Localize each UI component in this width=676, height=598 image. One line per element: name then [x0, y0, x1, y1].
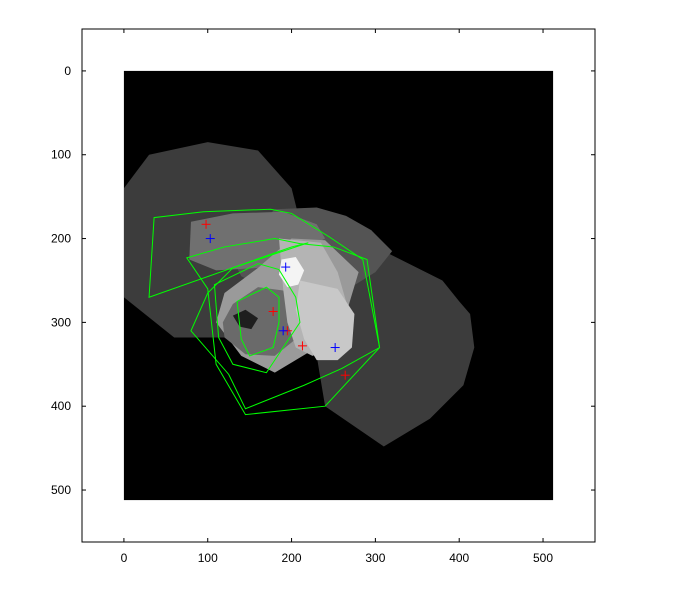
- x-tick-label: 500: [533, 551, 553, 565]
- red-marker: [297, 341, 307, 351]
- red-marker: [201, 219, 211, 229]
- polygon-layer: [148, 208, 381, 416]
- shape-group: [123, 142, 475, 447]
- image-layer: [123, 70, 554, 501]
- x-tick-label: 200: [282, 551, 302, 565]
- y-tick-label: 500: [51, 483, 71, 497]
- marker-layer: [201, 219, 350, 380]
- core-polygon: [236, 286, 280, 357]
- image-wedge-2: [316, 246, 475, 447]
- image-wedge-6: [222, 287, 300, 356]
- y-tick-label: 200: [51, 232, 71, 246]
- red-marker: [340, 370, 350, 380]
- blue-marker: [281, 262, 291, 272]
- x-tick-label: 400: [449, 551, 469, 565]
- axes: 0 100 200 300 400 500 0 100 200 300 400 500: [51, 28, 596, 565]
- y-tick-label: 400: [51, 399, 71, 413]
- red-marker: [268, 306, 278, 316]
- middle-polygon: [185, 238, 381, 416]
- blue-marker: [330, 343, 340, 353]
- y-tick-label: 300: [51, 315, 71, 329]
- x-tick-label: 0: [121, 551, 128, 565]
- outer-polygon: [148, 208, 381, 410]
- tick-layer: 0 100 200 300 400 500 0 100 200 300 400 500: [51, 29, 595, 565]
- image-wedge-8: [295, 280, 355, 361]
- x-tick-label: 300: [365, 551, 385, 565]
- x-tick-label: 100: [198, 551, 218, 565]
- blue-marker: [278, 326, 288, 336]
- blue-marker: [205, 234, 215, 244]
- inner-polygon: [213, 263, 301, 374]
- y-tick-label: 0: [64, 64, 71, 78]
- y-tick-label: 100: [51, 148, 71, 162]
